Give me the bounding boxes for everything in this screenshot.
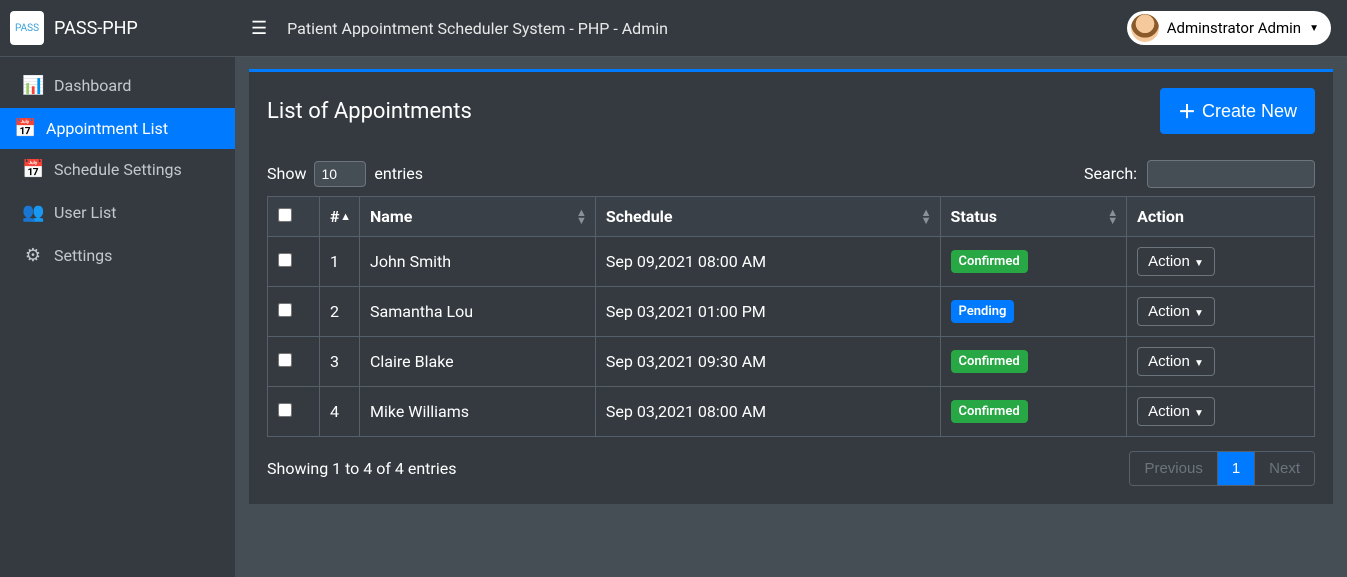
sidebar-nav: 📊 Dashboard 📅 Appointment List 📅 Schedule Set…	[0, 57, 235, 278]
table-info: Showing 1 to 4 of 4 entries	[267, 459, 456, 478]
row-action-button[interactable]: Action ▼	[1137, 247, 1215, 276]
row-number: 2	[320, 287, 360, 337]
sort-icon: ▲▼	[576, 209, 587, 225]
sort-icon: ▲▼	[921, 209, 932, 225]
sidebar-item-schedule-settings[interactable]: 📅 Schedule Settings	[8, 149, 227, 190]
table-row: 1John SmithSep 09,2021 08:00 AM Confirmed…	[268, 237, 1315, 287]
row-checkbox[interactable]	[278, 253, 292, 267]
brand-logo: PASS	[10, 11, 44, 45]
sidebar-item-dashboard[interactable]: 📊 Dashboard	[8, 65, 227, 106]
sidebar-item-settings[interactable]: ⚙ Settings	[8, 235, 227, 276]
col-header-action: Action	[1127, 197, 1315, 237]
brand[interactable]: PASS PASS-PHP	[0, 0, 235, 57]
create-new-button[interactable]: ＋ Create New	[1160, 88, 1315, 134]
user-name: Adminstrator Admin	[1167, 19, 1301, 37]
pager-prev: Previous	[1130, 452, 1216, 485]
sidebar-item-label: Dashboard	[54, 76, 131, 95]
chevron-down-icon: ▼	[1194, 358, 1204, 369]
row-action-button[interactable]: Action ▼	[1137, 297, 1215, 326]
row-action-cell: Action ▼	[1127, 337, 1315, 387]
col-header-[interactable]: #▲	[320, 197, 360, 237]
col-header-name[interactable]: Name▲▼	[360, 197, 596, 237]
row-checkbox[interactable]	[278, 403, 292, 417]
row-action-cell: Action ▼	[1127, 287, 1315, 337]
sidebar-item-label: Appointment List	[46, 119, 168, 138]
user-menu[interactable]: Adminstrator Admin ▼	[1127, 11, 1331, 45]
avatar	[1131, 14, 1159, 42]
length-suffix: entries	[374, 164, 423, 183]
row-schedule: Sep 03,2021 01:00 PM	[595, 287, 940, 337]
row-action-button[interactable]: Action ▼	[1137, 347, 1215, 376]
pagination: Previous1Next	[1129, 451, 1315, 486]
select-all-checkbox[interactable]	[278, 208, 292, 222]
row-number: 4	[320, 387, 360, 437]
brand-name: PASS-PHP	[54, 18, 138, 39]
row-number: 1	[320, 237, 360, 287]
row-status-cell: Confirmed	[940, 387, 1127, 437]
calendar-icon: 📅	[22, 159, 44, 180]
sidebar-item-user-list[interactable]: 👥 User List	[8, 192, 227, 233]
users-icon: 👥	[22, 202, 44, 223]
main: ☰ Patient Appointment Scheduler System -…	[235, 0, 1347, 577]
sidebar: PASS PASS-PHP 📊 Dashboard 📅 Appointment Lis…	[0, 0, 235, 577]
status-badge: Confirmed	[951, 250, 1028, 273]
table-row: 4Mike WilliamsSep 03,2021 08:00 AM Confir…	[268, 387, 1315, 437]
chevron-down-icon: ▼	[1309, 23, 1319, 34]
row-checkbox[interactable]	[278, 303, 292, 317]
row-action-cell: Action ▼	[1127, 237, 1315, 287]
row-status-cell: Pending	[940, 287, 1127, 337]
sort-icon: ▲▼	[1107, 209, 1118, 225]
row-status-cell: Confirmed	[940, 337, 1127, 387]
sidebar-item-label: User List	[54, 203, 117, 222]
row-number: 3	[320, 337, 360, 387]
table-row: 3Claire BlakeSep 03,2021 09:30 AM Confirm…	[268, 337, 1315, 387]
plus-icon: ＋	[1178, 98, 1196, 124]
pager-next: Next	[1254, 452, 1314, 485]
sidebar-item-appointment-list[interactable]: 📅 Appointment List	[0, 108, 235, 149]
row-checkbox[interactable]	[278, 353, 292, 367]
topbar: ☰ Patient Appointment Scheduler System -…	[235, 0, 1347, 57]
sort-icon: ▲	[340, 213, 351, 221]
col-header-status[interactable]: Status▲▼	[940, 197, 1127, 237]
calendar-icon: 📅	[14, 118, 36, 139]
pager-page-1[interactable]: 1	[1217, 452, 1254, 485]
chevron-down-icon: ▼	[1194, 308, 1204, 319]
table-row: 2Samantha LouSep 03,2021 01:00 PM Pending…	[268, 287, 1315, 337]
status-badge: Pending	[951, 300, 1015, 323]
row-name: Claire Blake	[360, 337, 596, 387]
chevron-down-icon: ▼	[1194, 408, 1204, 419]
status-badge: Confirmed	[951, 350, 1028, 373]
appointments-card: List of Appointments ＋ Create New Show e…	[249, 69, 1333, 504]
length-prefix: Show	[267, 164, 306, 183]
length-input[interactable]	[314, 161, 366, 187]
row-action-cell: Action ▼	[1127, 387, 1315, 437]
row-schedule: Sep 09,2021 08:00 AM	[595, 237, 940, 287]
row-status-cell: Confirmed	[940, 237, 1127, 287]
search-label: Search:	[1084, 164, 1137, 183]
search-input[interactable]	[1147, 160, 1315, 188]
row-name: Mike Williams	[360, 387, 596, 437]
col-header-schedule[interactable]: Schedule▲▼	[595, 197, 940, 237]
appointments-table: #▲Name▲▼Schedule▲▼Status▲▼Action 1John S…	[267, 196, 1315, 437]
status-badge: Confirmed	[951, 400, 1028, 423]
sidebar-item-label: Schedule Settings	[54, 160, 182, 179]
page-title: List of Appointments	[267, 99, 472, 124]
create-new-label: Create New	[1202, 101, 1297, 122]
row-schedule: Sep 03,2021 09:30 AM	[595, 337, 940, 387]
topbar-title: Patient Appointment Scheduler System - P…	[287, 19, 668, 38]
row-schedule: Sep 03,2021 08:00 AM	[595, 387, 940, 437]
sidebar-item-label: Settings	[54, 246, 112, 265]
row-action-button[interactable]: Action ▼	[1137, 397, 1215, 426]
row-name: John Smith	[360, 237, 596, 287]
col-header-check	[268, 197, 320, 237]
row-name: Samantha Lou	[360, 287, 596, 337]
length-control: Show entries	[267, 161, 423, 187]
chevron-down-icon: ▼	[1194, 258, 1204, 269]
menu-toggle-icon[interactable]: ☰	[251, 18, 267, 39]
gear-icon: ⚙	[22, 245, 44, 266]
search-control: Search:	[1084, 160, 1315, 188]
dashboard-icon: 📊	[22, 75, 44, 96]
